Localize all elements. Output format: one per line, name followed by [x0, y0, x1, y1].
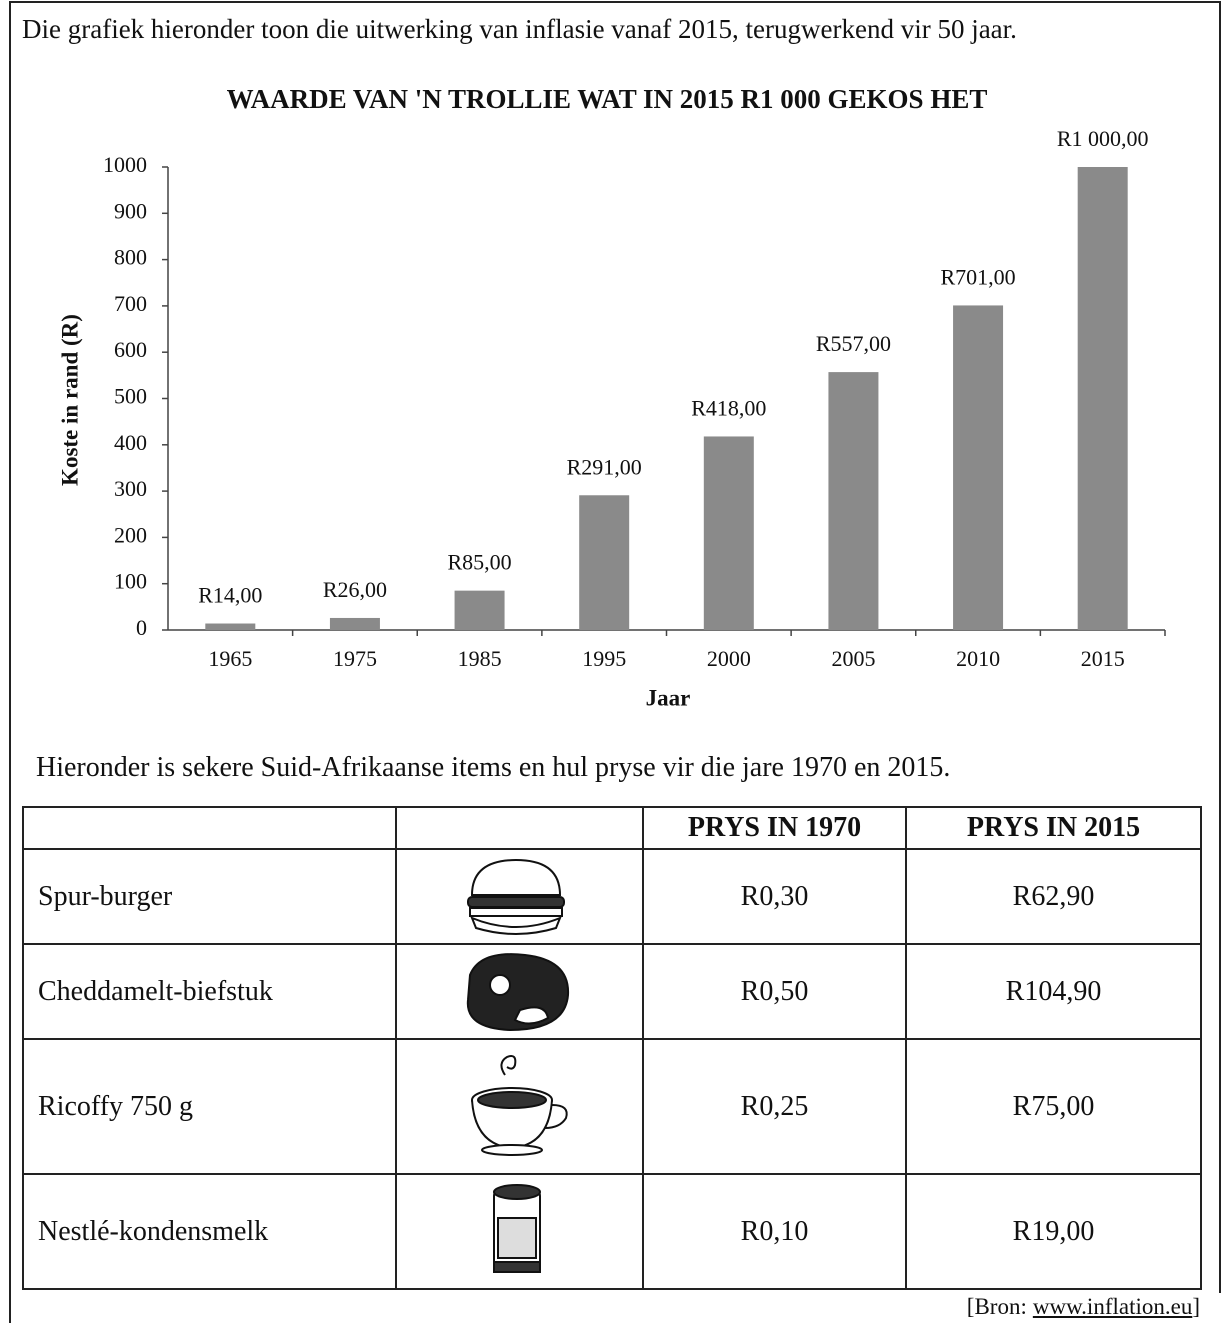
- header-cell: [23, 807, 396, 849]
- table-intro: Hieronder is sekere Suid-Afrikaanse item…: [36, 752, 950, 784]
- table-cell: Spur-burger: [23, 849, 396, 944]
- x-tick-label: 2000: [707, 646, 751, 671]
- value-label: R26,00: [323, 577, 387, 602]
- table-cell: Cheddamelt-biefstuk: [23, 944, 396, 1039]
- y-tick-label: 1000: [103, 152, 147, 177]
- table-cell: R0,25: [643, 1039, 906, 1174]
- y-tick-label: 300: [114, 476, 147, 501]
- bar: [205, 624, 255, 630]
- value-label: R14,00: [198, 583, 262, 608]
- header-cell: PRYS IN 2015: [906, 807, 1201, 849]
- bar: [953, 305, 1003, 630]
- chart: WAARDE VAN 'N TROLLIE WAT IN 2015 R1 000…: [0, 0, 1222, 730]
- x-tick-label: 1965: [208, 646, 252, 671]
- x-tick-label: 2015: [1081, 646, 1125, 671]
- x-tick-label: 2010: [956, 646, 1000, 671]
- y-tick-label: 100: [114, 569, 147, 594]
- y-tick-label: 200: [114, 522, 147, 547]
- value-label: R291,00: [567, 454, 642, 479]
- bar: [1078, 167, 1128, 630]
- table-cell: R0,30: [643, 849, 906, 944]
- x-tick-label: 1995: [582, 646, 626, 671]
- bar: [828, 372, 878, 630]
- y-tick-label: 600: [114, 337, 147, 362]
- table-cell: [396, 1039, 643, 1174]
- y-tick-label: 800: [114, 245, 147, 270]
- table-cell: [396, 849, 643, 944]
- x-tick-label: 1975: [333, 646, 377, 671]
- table-cell: Nestlé-kondensmelk: [23, 1174, 396, 1289]
- table-cell: R0,10: [643, 1174, 906, 1289]
- source-suffix: ]: [1192, 1294, 1200, 1319]
- frame-line: [9, 1290, 11, 1323]
- table-cell: [396, 1174, 643, 1289]
- value-label: R418,00: [691, 396, 766, 421]
- y-axis-label: Koste in rand (R): [57, 314, 82, 486]
- table-cell: [396, 944, 643, 1039]
- value-label: R1 000,00: [1057, 126, 1149, 151]
- table-cell: R62,90: [906, 849, 1201, 944]
- chart-title: WAARDE VAN 'N TROLLIE WAT IN 2015 R1 000…: [227, 84, 988, 114]
- header-cell: PRYS IN 1970: [643, 807, 906, 849]
- table-cell: R0,50: [643, 944, 906, 1039]
- source-link[interactable]: www.inflation.eu: [1033, 1294, 1192, 1319]
- y-tick-label: 500: [114, 384, 147, 409]
- source-prefix: [Bron:: [967, 1294, 1027, 1319]
- header-cell: [396, 807, 643, 849]
- x-tick-label: 1985: [458, 646, 502, 671]
- table-cell: R75,00: [906, 1039, 1201, 1174]
- bar: [330, 618, 380, 630]
- table-cell: Ricoffy 750 g: [23, 1039, 396, 1174]
- value-label: R701,00: [940, 264, 1015, 289]
- x-tick-label: 2005: [831, 646, 875, 671]
- bar: [579, 495, 629, 630]
- value-label: R85,00: [447, 550, 511, 575]
- table-cell: R104,90: [906, 944, 1201, 1039]
- table-cell: R19,00: [906, 1174, 1201, 1289]
- y-tick-label: 900: [114, 198, 147, 223]
- page: Die grafiek hieronder toon die uitwerkin…: [0, 0, 1222, 1323]
- bar: [455, 591, 505, 630]
- bar: [704, 436, 754, 630]
- y-tick-label: 400: [114, 430, 147, 455]
- value-label: R557,00: [816, 331, 891, 356]
- x-axis-label: Jaar: [646, 685, 691, 710]
- y-tick-label: 0: [136, 615, 147, 640]
- y-tick-label: 700: [114, 291, 147, 316]
- source: [Bron:www.inflation.eu]: [967, 1294, 1200, 1320]
